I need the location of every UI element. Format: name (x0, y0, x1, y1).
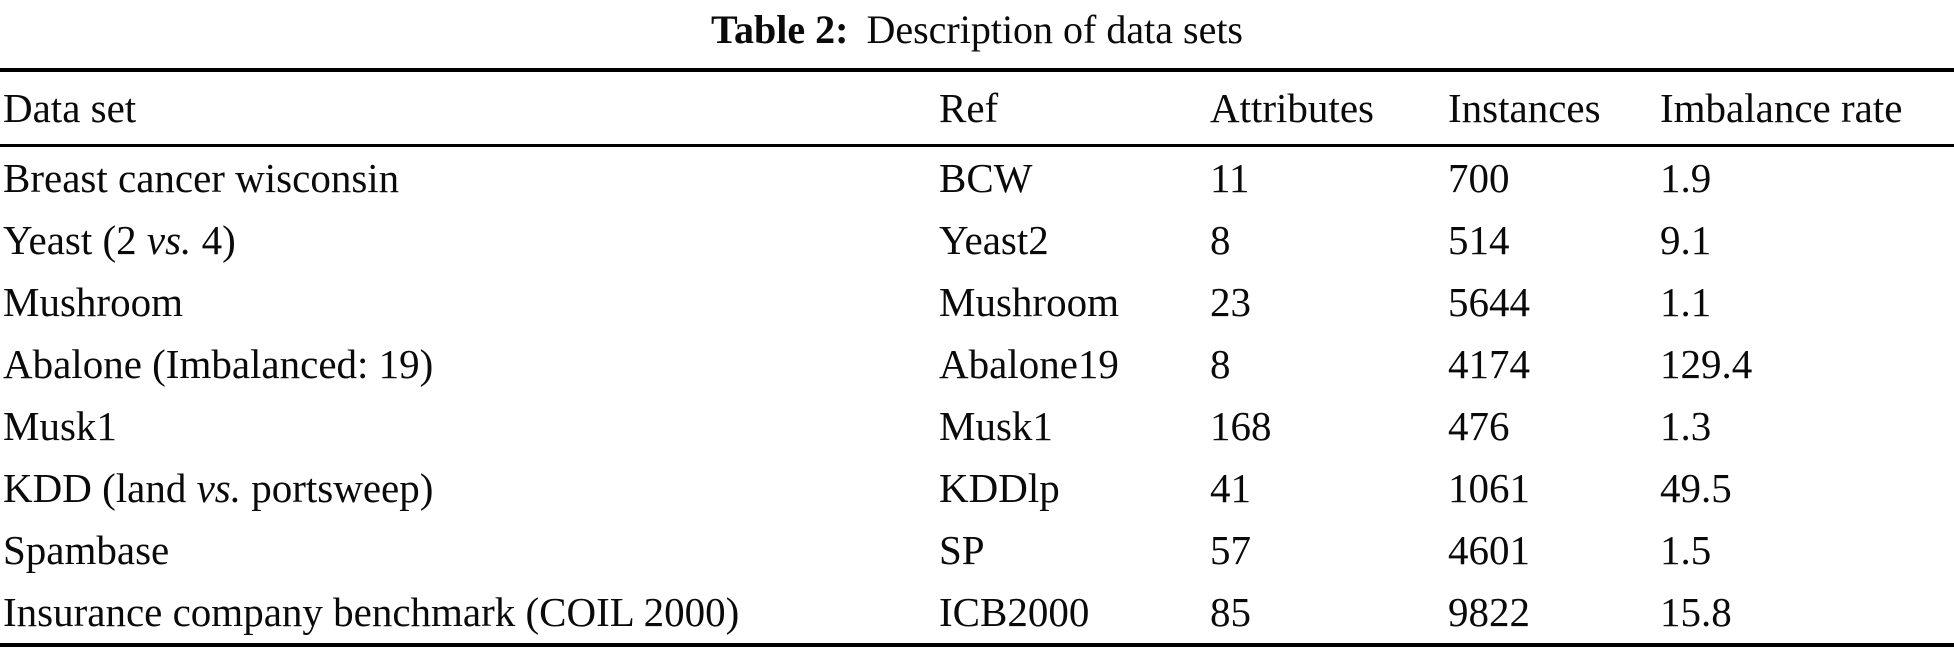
cell-imbalance-rate: 1.9 (1660, 155, 1712, 201)
dataset-name-part: portsweep) (240, 465, 434, 511)
table-row: Spambase SP 57 4601 1.5 (0, 519, 1954, 581)
cell-imbalance-rate: 129.4 (1660, 341, 1753, 387)
column-header-ref: Ref (936, 70, 1207, 147)
dataset-name-part: KDD (land (3, 465, 197, 511)
table-row: Mushroom Mushroom 23 5644 1.1 (0, 271, 1954, 333)
table-caption-label: Table 2: (710, 7, 849, 52)
dataset-name-part: Breast cancer wisconsin (3, 155, 400, 201)
cell-attributes: 41 (1210, 465, 1251, 511)
table-row: Abalone (Imbalanced: 19) Abalone19 8 4174 12… (0, 333, 1954, 395)
dataset-name-italic-part: vs. (196, 465, 241, 511)
header-row: Data set Ref Attributes Instances Imbala… (0, 70, 1954, 147)
cell-dataset: Breast cancer wisconsin (0, 146, 936, 210)
table-caption: Table 2: Description of data sets (0, 0, 1954, 66)
cell-ref: BCW (939, 155, 1033, 201)
cell-instances: 1061 (1448, 465, 1530, 511)
cell-attributes: 85 (1210, 589, 1251, 635)
column-header-attributes: Attributes (1207, 70, 1445, 147)
cell-attributes: 168 (1210, 403, 1272, 449)
cell-ref: Mushroom (939, 279, 1119, 325)
cell-instances: 700 (1448, 155, 1510, 201)
table-caption-title: Description of data sets (866, 7, 1243, 52)
cell-attributes: 8 (1210, 217, 1231, 263)
column-header-dataset: Data set (0, 70, 936, 147)
datasets-table: Data set Ref Attributes Instances Imbala… (0, 68, 1954, 647)
cell-imbalance-rate: 1.3 (1660, 403, 1712, 449)
cell-attributes: 57 (1210, 527, 1251, 573)
dataset-name-part: 4) (191, 217, 236, 263)
dataset-name-part: Abalone (Imbalanced: 19) (3, 341, 434, 387)
table-header: Data set Ref Attributes Instances Imbala… (0, 70, 1954, 147)
cell-dataset: Yeast (2 vs. 4) (0, 209, 936, 271)
cell-attributes: 11 (1210, 155, 1250, 201)
cell-instances: 4601 (1448, 527, 1530, 573)
dataset-name-part: Yeast (2 (3, 217, 147, 263)
column-header-imbalance-rate: Imbalance rate (1657, 70, 1954, 147)
table-row: Musk1 Musk1 168 476 1.3 (0, 395, 1954, 457)
dataset-name-part: Mushroom (3, 279, 183, 325)
table-row: KDD (land vs. portsweep) KDDlp 41 1061 49.5 (0, 457, 1954, 519)
table-row: Breast cancer wisconsin BCW 11 700 1.9 (0, 146, 1954, 210)
cell-instances: 476 (1448, 403, 1510, 449)
cell-imbalance-rate: 1.5 (1660, 527, 1712, 573)
cell-dataset: Musk1 (0, 395, 936, 457)
cell-attributes: 8 (1210, 341, 1231, 387)
cell-imbalance-rate: 49.5 (1660, 465, 1732, 511)
cell-imbalance-rate: 1.1 (1660, 279, 1712, 325)
cell-dataset: Mushroom (0, 271, 936, 333)
table-row: Yeast (2 vs. 4) Yeast2 8 514 9.1 (0, 209, 1954, 271)
cell-ref: ICB2000 (939, 589, 1090, 635)
cell-imbalance-rate: 9.1 (1660, 217, 1712, 263)
dataset-name-italic-part: vs. (146, 217, 192, 263)
cell-instances: 5644 (1448, 279, 1530, 325)
cell-dataset: KDD (land vs. portsweep) (0, 457, 936, 519)
column-header-instances: Instances (1445, 70, 1657, 147)
cell-instances: 514 (1448, 217, 1510, 263)
dataset-name-part: Musk1 (3, 403, 117, 449)
cell-ref: Yeast2 (939, 217, 1049, 263)
cell-ref: Abalone19 (939, 341, 1119, 387)
cell-attributes: 23 (1210, 279, 1251, 325)
cell-ref: Musk1 (939, 403, 1053, 449)
cell-instances: 9822 (1448, 589, 1530, 635)
dataset-name-part: Insurance company benchmark (COIL 2000) (3, 589, 740, 635)
cell-dataset: Abalone (Imbalanced: 19) (0, 333, 936, 395)
cell-ref: KDDlp (939, 465, 1060, 511)
cell-imbalance-rate: 15.8 (1660, 589, 1732, 635)
dataset-name-part: Spambase (3, 527, 170, 573)
cell-dataset: Insurance company benchmark (COIL 2000) (0, 581, 936, 645)
cell-ref: SP (939, 527, 985, 573)
table-body: Breast cancer wisconsin BCW 11 700 1.9 Yeast … (0, 146, 1954, 646)
table-row: Insurance company benchmark (COIL 2000) I… (0, 581, 1954, 645)
cell-dataset: Spambase (0, 519, 936, 581)
cell-instances: 4174 (1448, 341, 1530, 387)
